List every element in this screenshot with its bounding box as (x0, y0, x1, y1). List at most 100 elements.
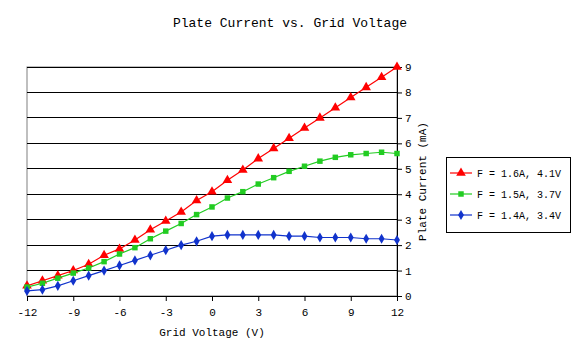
marker (240, 230, 246, 240)
marker (240, 189, 245, 194)
y-axis-title: Plate Current (mA) (417, 122, 429, 241)
x-tick: -6 (113, 296, 126, 319)
marker (207, 186, 217, 194)
x-tick-mark (166, 296, 167, 301)
marker (392, 61, 402, 69)
marker (55, 281, 61, 291)
y-tick-label: 6 (405, 138, 412, 150)
y-tick-mark (397, 92, 402, 93)
marker (132, 255, 138, 265)
legend-label: F = 1.6A, 4.1V (477, 169, 561, 180)
marker (346, 92, 356, 100)
y-tick-label: 1 (405, 266, 412, 278)
marker (348, 152, 353, 157)
legend-label: F = 1.4A, 3.4V (477, 211, 561, 222)
y-tick-mark (397, 296, 402, 297)
x-axis-title: Grid Voltage (V) (159, 327, 265, 339)
grid-line (27, 67, 397, 68)
marker (55, 275, 60, 280)
legend-marker (456, 167, 466, 175)
marker (99, 250, 109, 258)
x-tick-mark (258, 296, 259, 301)
marker (86, 271, 92, 281)
y-tick: 3 (397, 215, 412, 227)
legend: F = 1.6A, 4.1V F = 1.5A, 3.7V F = 1.4A, 3.… (446, 157, 570, 232)
grid-line (27, 117, 397, 118)
marker (225, 195, 230, 200)
y-tick: 4 (397, 189, 412, 201)
marker (315, 112, 325, 120)
x-tick: 0 (209, 296, 216, 319)
marker (71, 270, 76, 275)
marker (132, 245, 137, 250)
y-tick-mark (397, 143, 402, 144)
marker (161, 215, 171, 223)
x-tick-mark (351, 296, 352, 301)
marker (192, 195, 202, 203)
y-tick: 7 (397, 113, 412, 125)
marker (284, 133, 294, 141)
y-tick-label: 5 (405, 164, 412, 176)
y-axis-line (398, 68, 403, 297)
marker (101, 259, 106, 264)
x-tick-label: 0 (209, 307, 216, 319)
series-group (22, 61, 402, 296)
y-tick-label: 7 (405, 113, 412, 125)
y-tick: 0 (397, 291, 412, 303)
x-tick-mark (73, 296, 74, 301)
marker (286, 231, 292, 241)
y-tick-label: 2 (405, 240, 412, 252)
marker (332, 232, 338, 242)
x-axis: -12-9-6-3036912 (18, 296, 405, 319)
y-tick: 1 (397, 266, 412, 278)
plot-area (27, 67, 397, 296)
marker (178, 221, 183, 226)
y-tick: 8 (397, 87, 412, 99)
marker (255, 230, 261, 240)
y-tick-mark (397, 194, 402, 195)
marker (70, 276, 76, 286)
marker (363, 234, 369, 244)
grid-line (27, 168, 397, 169)
marker (146, 224, 156, 232)
marker (117, 251, 122, 256)
marker (176, 206, 186, 214)
marker (302, 163, 307, 168)
chart: Plate Current vs. Grid Voltage-12-9-6-30… (0, 0, 580, 360)
y-tick: 2 (397, 240, 412, 252)
grid-line (27, 219, 397, 220)
y-tick-mark (397, 271, 402, 272)
marker (238, 165, 248, 173)
marker (223, 175, 233, 183)
x-tick: 6 (302, 296, 309, 319)
marker (317, 232, 323, 242)
marker (271, 230, 277, 240)
legend-label: F = 1.5A, 3.7V (477, 190, 561, 201)
grid-line (27, 245, 397, 246)
marker (101, 265, 107, 275)
marker (130, 234, 140, 242)
x-tick: 9 (348, 296, 355, 319)
y-tick-label: 9 (405, 62, 412, 74)
marker (302, 231, 308, 241)
marker (163, 245, 169, 255)
marker (379, 234, 385, 244)
x-tick: -9 (67, 296, 80, 319)
x-tick-mark (305, 296, 306, 301)
x-tick-mark (120, 296, 121, 301)
marker (394, 151, 399, 156)
marker (333, 155, 338, 160)
x-tick-label: 9 (348, 307, 355, 319)
marker (317, 158, 322, 163)
x-tick: -3 (160, 296, 173, 319)
x-axis-line (28, 297, 398, 302)
grid (27, 67, 397, 296)
marker (331, 102, 341, 110)
grid-line (27, 143, 397, 144)
marker (348, 232, 354, 242)
marker (377, 72, 387, 80)
x-tick-label: -9 (67, 307, 80, 319)
marker (24, 286, 30, 296)
marker (253, 153, 263, 161)
y-tick-mark (397, 245, 402, 246)
